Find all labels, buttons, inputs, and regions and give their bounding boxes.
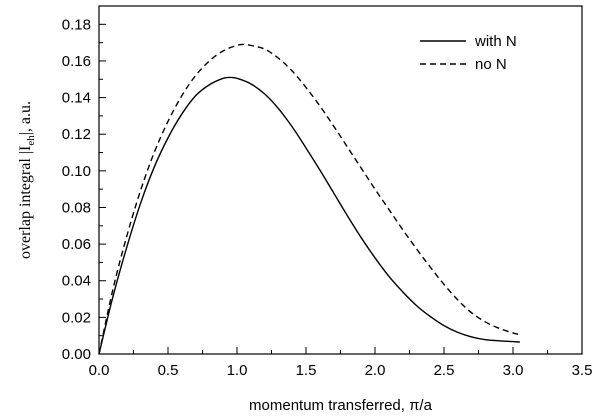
y-tick-label: 0.10 xyxy=(62,163,91,180)
y-axis-title-subscript: eh xyxy=(25,135,37,146)
y-tick-label: 0.12 xyxy=(62,126,91,143)
y-tick-label: 0.08 xyxy=(62,199,91,216)
series-line-with-n xyxy=(98,76,520,355)
y-tick-label: 0.14 xyxy=(62,90,91,107)
y-tick-label: 0.02 xyxy=(62,309,91,326)
series-layer xyxy=(98,43,521,355)
x-tick-label: 2.0 xyxy=(365,362,386,379)
y-tick-label: 0.18 xyxy=(62,16,91,33)
x-tick-label: 3.5 xyxy=(572,362,593,379)
legend-label: no N xyxy=(475,56,507,73)
plot-area xyxy=(98,5,583,355)
x-tick-label: 2.5 xyxy=(434,362,455,379)
y-axis-title: overlap integral |Ieh|, a.u. xyxy=(17,101,37,259)
series-line-no-n xyxy=(98,43,521,355)
x-tick-label: 0.0 xyxy=(89,362,110,379)
x-axis: 0.0 0.5 1.0 1.5 2.0 2.5 3.0 3.5 xyxy=(89,347,593,379)
y-tick-label: 0.04 xyxy=(62,273,91,290)
y-tick-label: 0.06 xyxy=(62,236,91,253)
x-tick-label: 1.5 xyxy=(296,362,317,379)
x-tick-label: 0.5 xyxy=(158,362,179,379)
legend-label: with N xyxy=(474,33,517,50)
y-tick-label: 0.16 xyxy=(62,53,91,70)
y-axis-title-main: overlap integral |I xyxy=(17,146,34,259)
x-tick-label: 3.0 xyxy=(503,362,524,379)
y-tick-label: 0.00 xyxy=(62,346,91,363)
x-axis-title: momentum transferred, π/a xyxy=(249,397,433,414)
legend: with N no N xyxy=(420,33,517,73)
y-axis-title-tail: |, a.u. xyxy=(17,101,34,135)
x-tick-label: 1.0 xyxy=(227,362,248,379)
y-axis: 0.00 0.02 0.04 0.06 0.08 0.10 0.12 0.14 0.16 0.18 xyxy=(62,16,106,363)
plot-frame xyxy=(98,5,583,355)
